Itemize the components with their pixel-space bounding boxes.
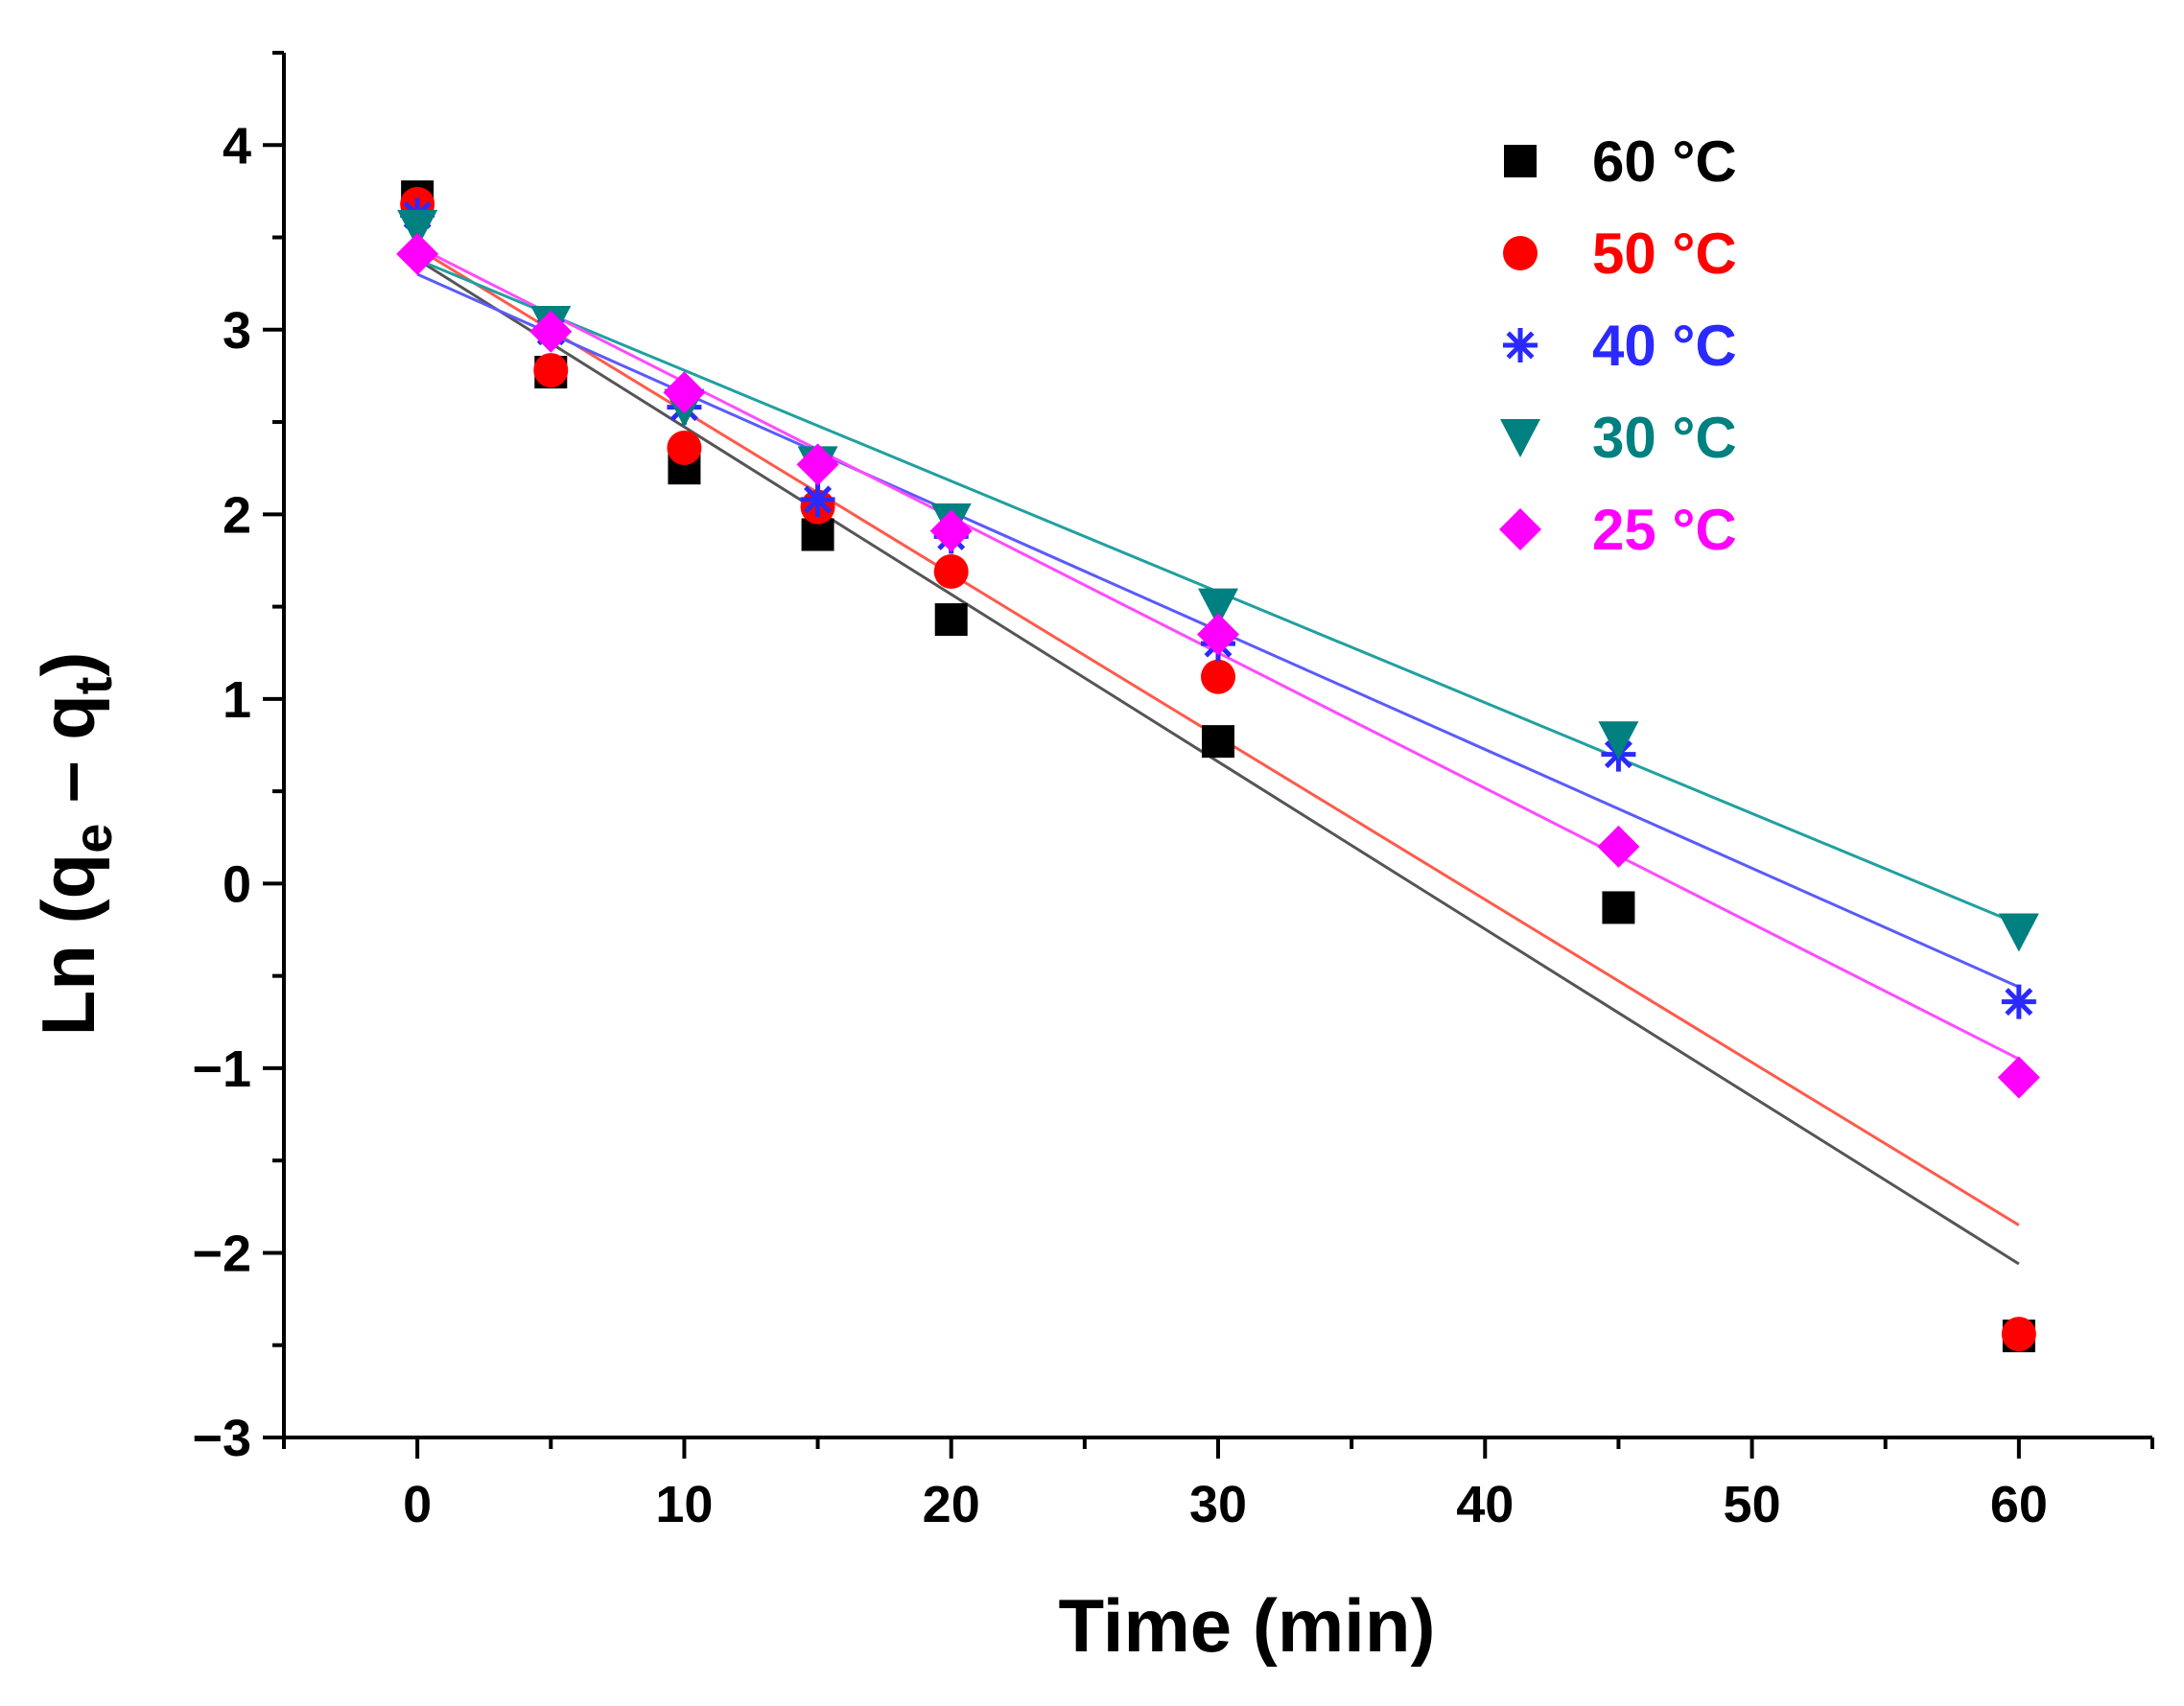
y-axis-title-mid: – q bbox=[26, 694, 110, 823]
data-point-25c bbox=[796, 443, 839, 486]
data-point-50c bbox=[667, 431, 702, 466]
data-point-50c bbox=[2001, 1317, 2036, 1352]
legend-label-30c: 30 °C bbox=[1592, 406, 1737, 470]
y-axis-title: Ln (qe – qt) bbox=[26, 652, 123, 1037]
data-point-30c bbox=[397, 209, 438, 248]
y-axis-title-sub-t: t bbox=[62, 677, 123, 695]
x-tick-label: 50 bbox=[1724, 1476, 1781, 1533]
legend-label-50c: 50 °C bbox=[1592, 222, 1737, 286]
x-axis-title: Time (min) bbox=[1059, 1583, 1436, 1668]
y-tick-label: 0 bbox=[223, 855, 251, 913]
x-tick-label: 20 bbox=[923, 1476, 980, 1533]
y-tick-label: 1 bbox=[223, 671, 251, 729]
data-point-25c bbox=[663, 371, 706, 414]
x-tick-label: 40 bbox=[1456, 1476, 1514, 1533]
y-axis-title-prefix: Ln (q bbox=[26, 853, 110, 1037]
y-axis-title-sub-e: e bbox=[62, 824, 123, 853]
data-point-60c bbox=[1602, 891, 1635, 924]
data-points bbox=[396, 180, 2040, 1353]
y-tick-label: 4 bbox=[223, 117, 251, 175]
y-tick-label: −1 bbox=[192, 1040, 251, 1098]
data-point-40c bbox=[800, 481, 835, 517]
data-point-25c bbox=[1997, 1056, 2040, 1099]
legend-marker-30c bbox=[1500, 419, 1540, 457]
data-point-30c bbox=[1998, 913, 2039, 952]
legend-marker-25c bbox=[1499, 508, 1541, 550]
data-point-25c bbox=[396, 232, 439, 275]
legend-label-60c: 60 °C bbox=[1592, 129, 1737, 194]
y-tick-label: −3 bbox=[192, 1410, 251, 1467]
data-point-25c bbox=[1597, 825, 1640, 868]
x-tick-label: 60 bbox=[1990, 1476, 2048, 1533]
data-point-60c bbox=[934, 603, 968, 637]
legend-marker-60c bbox=[1504, 145, 1537, 177]
y-axis-title-suffix: ) bbox=[26, 652, 110, 677]
data-point-30c bbox=[1598, 721, 1639, 760]
data-point-50c bbox=[1201, 659, 1235, 694]
x-tick-label: 0 bbox=[403, 1476, 432, 1533]
data-point-50c bbox=[533, 353, 569, 388]
x-tick-label: 10 bbox=[655, 1476, 713, 1533]
y-tick-label: 3 bbox=[223, 302, 251, 360]
fit-line-60c bbox=[416, 258, 2020, 1266]
legend-label-25c: 25 °C bbox=[1592, 498, 1737, 562]
y-tick-label: 2 bbox=[223, 486, 251, 544]
legend-marker-40c bbox=[1503, 328, 1538, 362]
legend-label-40c: 40 °C bbox=[1592, 314, 1737, 378]
legend-marker-50c bbox=[1503, 236, 1538, 270]
data-point-25c bbox=[929, 509, 973, 552]
data-point-60c bbox=[1202, 725, 1234, 759]
data-point-30c bbox=[1198, 588, 1238, 627]
y-tick-label: −2 bbox=[192, 1225, 251, 1282]
data-point-40c bbox=[2001, 984, 2036, 1019]
legend: 60 °C 50 °C 40 °C 30 °C 25 °C bbox=[1499, 129, 1737, 562]
x-tick-label: 30 bbox=[1189, 1476, 1247, 1533]
data-point-50c bbox=[933, 554, 969, 590]
data-point-25c bbox=[1197, 613, 1239, 656]
data-point-25c bbox=[529, 310, 573, 353]
